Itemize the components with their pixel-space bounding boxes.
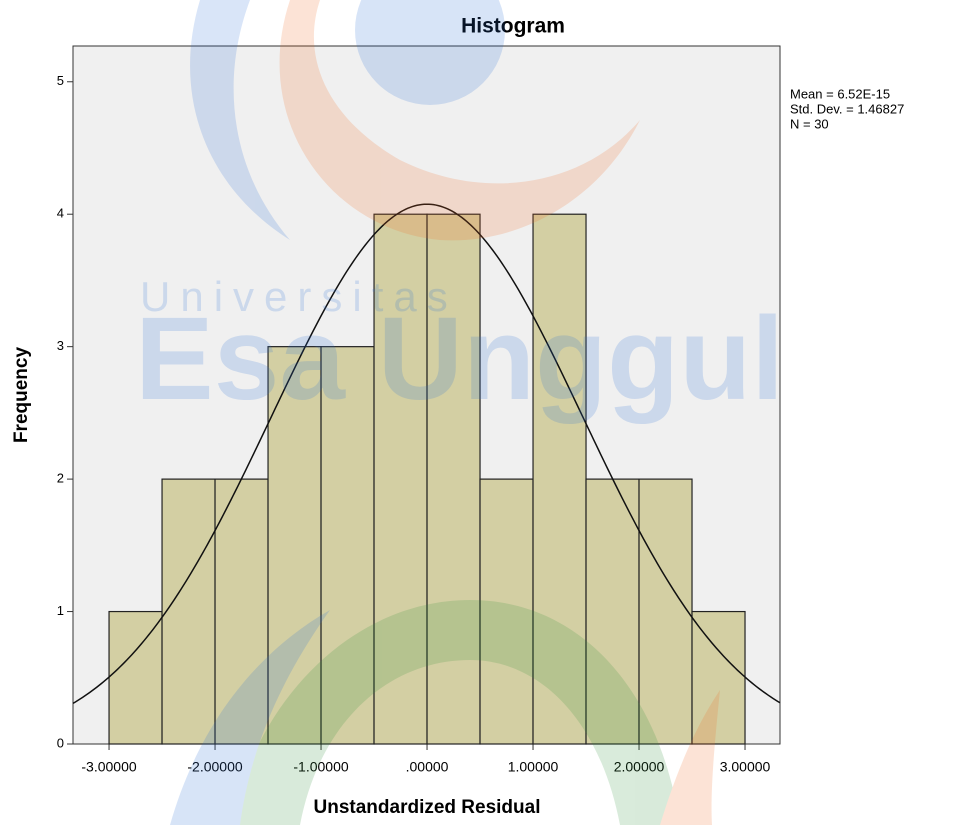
x-tick-label: 3.00000 bbox=[720, 759, 771, 775]
watermark-text: Esa Unggul bbox=[135, 293, 784, 425]
stat-text: Std. Dev. = 1.46827 bbox=[790, 101, 904, 116]
y-tick-label: 5 bbox=[57, 73, 64, 88]
y-tick-label: 4 bbox=[57, 206, 64, 221]
chart: 012345-3.00000-2.00000-1.00000.000001.00… bbox=[0, 0, 956, 825]
y-tick-label: 1 bbox=[57, 603, 64, 618]
y-tick-label: 0 bbox=[57, 735, 64, 750]
x-tick-label: .00000 bbox=[406, 759, 449, 775]
y-tick-label: 2 bbox=[57, 471, 64, 486]
y-tick-label: 3 bbox=[57, 338, 64, 353]
x-tick-label: -3.00000 bbox=[81, 759, 136, 775]
x-tick-label: 1.00000 bbox=[508, 759, 559, 775]
stat-text: Mean = 6.52E-15 bbox=[790, 86, 890, 101]
bar bbox=[109, 612, 162, 744]
y-axis-label: Frequency bbox=[11, 347, 32, 444]
bar bbox=[639, 479, 692, 744]
bar bbox=[162, 479, 215, 744]
x-axis-label: Unstandardized Residual bbox=[314, 797, 541, 818]
stat-text: N = 30 bbox=[790, 116, 829, 131]
